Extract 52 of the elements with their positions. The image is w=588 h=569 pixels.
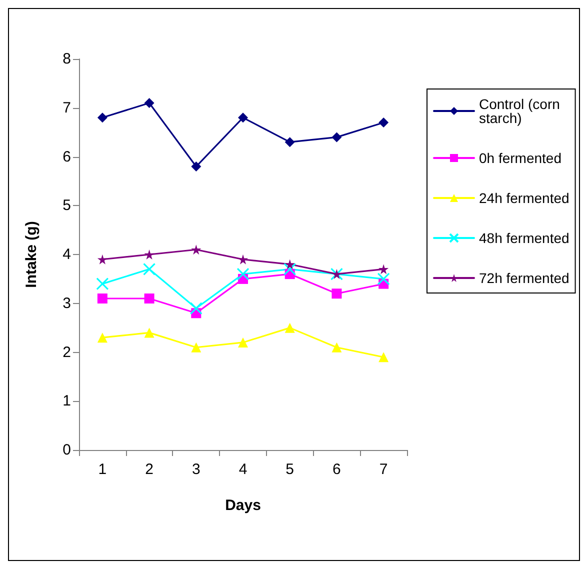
y-tick-label: 4 xyxy=(62,246,71,263)
point xyxy=(142,262,156,276)
legend-label: 24h fermented xyxy=(479,190,570,206)
point xyxy=(378,118,389,128)
y-tick-label: 2 xyxy=(62,344,71,361)
x-tick-label: 5 xyxy=(286,461,294,478)
y-tick-label: 3 xyxy=(62,294,71,312)
y-tick-label: 8 xyxy=(62,50,71,68)
point xyxy=(144,250,154,260)
point xyxy=(238,337,248,348)
x-axis-title: Days xyxy=(225,497,261,514)
y-tick-label: 1 xyxy=(62,392,71,410)
point xyxy=(284,322,295,333)
point xyxy=(238,112,248,123)
point xyxy=(378,352,389,362)
y-tick-label: 5 xyxy=(62,197,71,214)
point xyxy=(191,342,202,352)
y-tick-label: 6 xyxy=(62,148,71,166)
point xyxy=(190,302,202,315)
point xyxy=(284,259,295,270)
x-tick-label: 4 xyxy=(238,461,248,478)
point xyxy=(191,162,202,172)
x-tick-label: 7 xyxy=(379,461,388,478)
point xyxy=(332,288,342,299)
point xyxy=(97,293,108,304)
point xyxy=(378,264,389,274)
point xyxy=(332,342,342,352)
point xyxy=(144,328,154,338)
legend-label: 0h fermented xyxy=(479,150,562,166)
legend-label: 72h fermented xyxy=(479,270,570,286)
point xyxy=(236,268,250,280)
x-tick-label: 2 xyxy=(145,461,154,478)
point xyxy=(97,112,108,123)
point xyxy=(332,132,342,142)
legend-label: 48h fermented xyxy=(479,230,570,246)
point xyxy=(144,293,154,304)
y-tick-label: 0 xyxy=(62,442,71,458)
point xyxy=(238,254,248,264)
y-tick-label: 7 xyxy=(62,99,71,116)
point xyxy=(284,137,295,148)
y-axis-title: Intake (g) xyxy=(23,221,40,288)
point xyxy=(284,262,296,276)
point xyxy=(96,278,109,290)
point xyxy=(97,332,108,343)
point xyxy=(144,98,154,108)
x-tick-label: 3 xyxy=(192,461,200,478)
point xyxy=(377,272,390,286)
point xyxy=(97,254,108,264)
point xyxy=(191,244,202,255)
x-tick-label: 6 xyxy=(332,461,341,478)
x-tick-label: 1 xyxy=(98,461,107,478)
legend-label: Control (corn starch) xyxy=(479,96,564,126)
